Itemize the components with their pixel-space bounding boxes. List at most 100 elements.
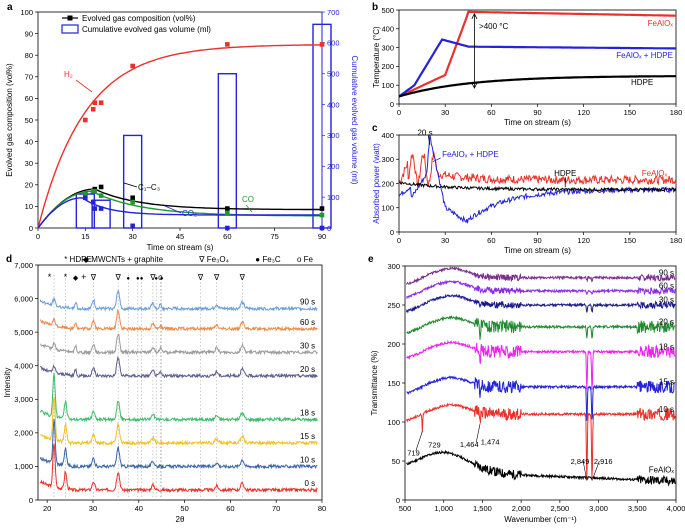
panel-d-series-label-15s: 15 s — [300, 432, 315, 441]
panel-d-ytick-label: 7,000 — [14, 261, 33, 270]
panel-e-spectrum-20s — [406, 315, 676, 340]
panel-d-xtick-label: 60 — [226, 504, 234, 513]
panel-d-marker-fe3o4: ∇ — [213, 273, 220, 282]
panel-a-ylabel: Evolved gas composition (vol%) — [5, 63, 14, 177]
panel-e-series-label-60s: 60 s — [659, 282, 674, 291]
panel-e-xtick-label: 500 — [399, 504, 412, 513]
panel-e-spectrum-30s — [406, 293, 676, 314]
panel-e-annotation-719: 719 — [407, 449, 420, 458]
panel-c-ytick-label: 300 — [381, 155, 394, 164]
panel-e-xtick-label: 3,000 — [589, 504, 608, 513]
panel-d-series-label-90s: 90 s — [300, 298, 315, 307]
panel-a-h2-arrow — [75, 79, 93, 93]
panel-b-xtick-label: 180 — [670, 108, 683, 117]
panel-d-marker-hdpe: * — [48, 272, 52, 282]
panel-d-legend-entry-4: ο Fe — [297, 255, 314, 264]
panel-a-point-h2 — [225, 42, 230, 47]
panel-a-point-co2 — [90, 199, 96, 205]
panel-d-marker-fe3c: ● — [154, 276, 158, 282]
panel-e-frame — [404, 265, 677, 501]
panel-a-co-arrow — [245, 204, 253, 213]
panel-b-ytick-label: 0 — [390, 100, 394, 109]
panel-a-ylabel-right: Cumulative evolved gas volume (ml) — [350, 56, 359, 185]
panel-d-marker-fe3c: ● — [136, 276, 140, 282]
panel-a-ytick-right-label: 600 — [327, 39, 340, 48]
panel-a-xlabel: Time on stream (s) — [147, 243, 214, 252]
panel-a-volume-bar — [91, 199, 111, 229]
panel-d-series-label-0s: 0 s — [304, 479, 315, 488]
panel-a-ytick-label: 90 — [25, 29, 33, 38]
panel-a-c1c3-label: C₁–C₃ — [138, 183, 160, 192]
panel-b-feal-label: FeAlOₓ — [648, 19, 674, 28]
panel-d-ytick-label: 5,000 — [14, 328, 33, 337]
panel-c-xlabel: Time on stream (s) — [504, 246, 571, 255]
panel-c-frame — [398, 134, 677, 233]
panel-b-hdpe-label: HDPE — [631, 78, 653, 87]
panel-b-xlabel: Time on stream (s) — [504, 118, 571, 127]
panel-a-legend-box — [61, 24, 79, 34]
panel-d-spectrum-15s — [39, 396, 318, 447]
panel-e-ytick-label: 50 — [392, 457, 400, 466]
panel-a-c1c3-fit — [37, 188, 322, 229]
panel-a-point-h2 — [319, 42, 325, 47]
panel-a-point-co — [83, 191, 88, 196]
panel-b-label: b — [372, 2, 378, 13]
panel-e-spectrum-90s — [406, 266, 676, 286]
panel-e-xtick-label: 1,000 — [434, 504, 453, 513]
panel-d-ytick-label: 6,000 — [14, 294, 33, 303]
panel-d-series-label-18s: 18 s — [300, 408, 315, 417]
panel-a-xtick-label: 75 — [270, 232, 278, 241]
panel-d-xtick-label: 40 — [135, 504, 143, 513]
panel-e-annotation-729: 729 — [428, 441, 441, 450]
panel-d-xtick-label: 80 — [318, 504, 326, 513]
panel-a-point-co2 — [225, 225, 230, 231]
panel-d-spectrum-60s — [39, 308, 318, 333]
panel-a-legend-marker — [67, 15, 73, 21]
panel-d-marker-fe3c: ● — [140, 276, 144, 282]
panel-e-ytick-label: 150 — [387, 379, 400, 388]
panel-e-series-label-15s: 15 s — [659, 378, 674, 387]
panel-c-xtick-label: 180 — [670, 236, 683, 245]
panel-d-xtick-label: 30 — [89, 504, 97, 513]
panel-a-ytick-label: 70 — [25, 73, 33, 82]
panel-a-ytick-right-label: 700 — [327, 8, 340, 17]
panel-b-ytick-label: 200 — [381, 62, 394, 71]
panel-a-co-label: CO — [242, 195, 254, 204]
panel-e-series-label-10s: 10 s — [659, 405, 674, 414]
panel-e-xtick-label: 2,000 — [512, 504, 531, 513]
panel-d-spectrum-20s — [39, 355, 318, 380]
panel-c-fealhdpe-arrow — [432, 157, 441, 163]
panel-e-series-label-20s: 20 s — [659, 318, 674, 327]
panel-d-ytick-label: 4,000 — [14, 362, 33, 371]
panel-a-label: a — [7, 2, 13, 13]
panel-d-legend-entry-1: ◆ MWCNTs + graphite — [83, 255, 164, 264]
panel-c-ytick-label: 100 — [381, 204, 394, 213]
panel-b-arrow-head-up — [471, 12, 478, 19]
panel-b-xtick-label: 60 — [487, 108, 495, 117]
panel-c-ytick-label: 400 — [381, 131, 394, 140]
panel-d-series-label-60s: 60 s — [300, 318, 315, 327]
panel-c-feal-curve — [398, 151, 677, 187]
panel-e-annotation-1464: 1,464 — [460, 440, 479, 449]
panel-b-ytick-label: 500 — [381, 6, 394, 15]
panel-a-ytick-label: 10 — [25, 202, 33, 211]
panel-d-spectrum-0s — [39, 443, 318, 494]
panel-c-xtick-label: 30 — [441, 236, 449, 245]
panel-e-annotation-line — [582, 460, 588, 481]
panel-a-xtick-label: 15 — [81, 232, 89, 241]
panel-e-ylabel: Transmittance (%) — [370, 350, 379, 415]
panel-a-point-h2 — [98, 100, 104, 106]
panel-e-xtick-label: 2,500 — [550, 504, 569, 513]
panel-e-series-label-18s: 18 s — [659, 342, 674, 351]
panel-d-spectrum-18s — [39, 372, 318, 423]
panel-a-point-c1c3 — [98, 184, 104, 190]
panel-d-spectrum-30s — [40, 333, 318, 356]
panel-e-xlabel: Wavenumber (cm⁻¹) — [504, 515, 577, 524]
panel-a-co2-arrow — [164, 205, 182, 214]
panel-a-point-c1c3 — [319, 206, 325, 211]
panel-a-xtick-label: 30 — [128, 232, 136, 241]
panel-b-ylabel: Temperature (°C) — [372, 26, 381, 88]
panel-b-arrow-head-down — [471, 82, 478, 89]
panel-a-h2-label: H₂ — [64, 70, 73, 79]
